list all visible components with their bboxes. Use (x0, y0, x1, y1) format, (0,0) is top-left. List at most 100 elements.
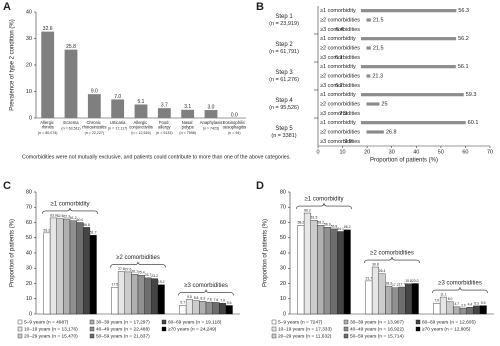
bar (317, 225, 325, 315)
value-label: 6.2 (335, 83, 343, 89)
legend-label: 5–9 years (n = 7247) (278, 319, 323, 325)
value-label: 25 (381, 101, 387, 107)
category-note: (n = 7423) (203, 127, 219, 131)
bar (111, 287, 119, 315)
value-label: 55.8 (331, 224, 338, 228)
panel-label: A (3, 1, 11, 13)
value-label: 3.9 (461, 303, 466, 307)
x-tick-label: 40 (413, 149, 419, 155)
group-brace (110, 261, 166, 268)
y-tick-label: 20 (26, 281, 32, 287)
value-label: 17.7 (399, 282, 406, 286)
category-label: Step 3 (275, 70, 293, 76)
value-label: 60.0 (77, 218, 84, 222)
bar (473, 305, 481, 315)
series-label: ≥2 comorbidities (320, 45, 360, 51)
y-tick-label: 70 (26, 205, 32, 211)
legend-label: 50–59 years (n = 15,714) (350, 333, 404, 339)
category-note: (n = 61,276) (269, 77, 299, 83)
value-label: 30.8 (372, 262, 379, 266)
bar (446, 301, 454, 315)
panel-label: D (256, 180, 264, 192)
label-backing (318, 54, 367, 61)
legend-label: ≥70 years (n = 12,805) (422, 326, 471, 332)
category-note: (n = 22,227) (85, 131, 104, 135)
bar (89, 234, 97, 315)
legend-label: 40–49 years (n = 16,922) (350, 326, 404, 332)
value-label: 5.6 (227, 301, 232, 305)
bar (310, 220, 318, 315)
bar (466, 307, 474, 315)
bar (192, 300, 200, 315)
value-label: 51.7 (90, 231, 97, 235)
value-label: 54.1 (337, 227, 344, 231)
series-label: ≥2 comorbidities (320, 17, 360, 23)
value-label: 21.3 (372, 73, 383, 79)
category-label: ≥3 comorbidities (438, 281, 482, 287)
bar (459, 307, 467, 315)
value-label: 4.4 (468, 303, 473, 307)
y-tick-label: 0 (29, 115, 32, 121)
value-label: 53.2 (43, 228, 50, 232)
legend-label: 10–19 years (n = 17,333) (278, 326, 332, 332)
series-label: ≥2 comorbidities (320, 73, 360, 79)
value-label: 20.0 (412, 279, 419, 283)
value-label: 3.0 (208, 104, 215, 110)
value-label: 5.5 (481, 301, 486, 305)
y-tick-label: 40 (26, 9, 32, 15)
series-label: ≥2 comorbidities (320, 129, 360, 135)
bar (185, 299, 193, 315)
value-label: 56.8 (83, 223, 90, 227)
y-tick-label: 20 (26, 62, 32, 68)
bar (378, 273, 386, 315)
value-label: 21.7 (365, 276, 372, 280)
bar (219, 303, 227, 315)
value-label: 9.5 (187, 295, 192, 299)
bar (343, 229, 351, 315)
x-tick-label: Allergic conjunctivitis (129, 120, 153, 130)
series-label: ≥1 comorbidity (320, 64, 356, 70)
label-backing (318, 7, 361, 14)
label-backing (318, 129, 367, 135)
bar (87, 94, 101, 118)
value-label: 7.0 (220, 299, 225, 303)
bar (43, 232, 51, 315)
bar (303, 212, 311, 315)
value-label: 7.6 (214, 298, 219, 302)
series-label: ≥3 comorbidities (320, 139, 360, 145)
bar (179, 305, 187, 315)
bar (405, 283, 413, 315)
y-tick-label: 0 (283, 311, 286, 317)
value-label: 25.4 (138, 271, 145, 275)
legend-label: 40–49 years (n = 22,488) (96, 326, 150, 332)
value-label: 18.3 (385, 281, 392, 285)
value-label: 9.9 (344, 139, 352, 145)
value-label: 25.8 (66, 44, 76, 50)
bar (318, 93, 464, 97)
legend-swatch (271, 326, 277, 332)
label-backing (318, 101, 367, 107)
legend-label: 30–39 years (n = 13,907) (350, 319, 404, 325)
bar (330, 228, 338, 315)
y-tick-label: 50 (26, 235, 32, 241)
value-label: 6.4 (336, 27, 344, 33)
legend-swatch (89, 319, 95, 325)
y-tick-label: 30 (280, 266, 286, 272)
value-label: 59.3 (466, 92, 477, 98)
category-note: (n = 63,511) (61, 127, 80, 131)
panel-label: C (3, 180, 11, 192)
x-tick-label: Chronic rhinosinusitis (82, 120, 106, 130)
value-label: 8.3 (200, 297, 205, 301)
bar (124, 271, 132, 315)
value-label: 9.0 (91, 88, 98, 94)
x-tick-label: Eczema (63, 120, 79, 125)
bar (137, 275, 145, 315)
value-label: 26.1 (131, 270, 138, 274)
bar (391, 287, 399, 315)
value-label: 17.5 (111, 283, 118, 287)
bar (433, 303, 441, 315)
category-note: (n = 23,919) (269, 21, 299, 27)
y-tick-label: 50 (280, 235, 286, 241)
category-label: ≥2 comorbidities (370, 251, 414, 257)
